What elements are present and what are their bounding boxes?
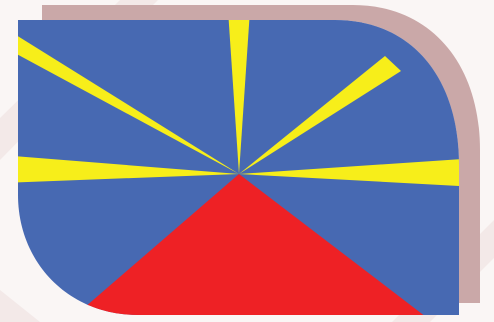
backdrop-streak — [0, 290, 40, 322]
yellow-rays — [18, 20, 459, 187]
sun-ray — [228, 20, 250, 174]
sun-ray — [18, 25, 239, 174]
sun-ray — [18, 155, 239, 183]
sun-ray — [239, 56, 401, 174]
sun-ray — [239, 158, 459, 187]
red-triangle — [70, 174, 430, 315]
